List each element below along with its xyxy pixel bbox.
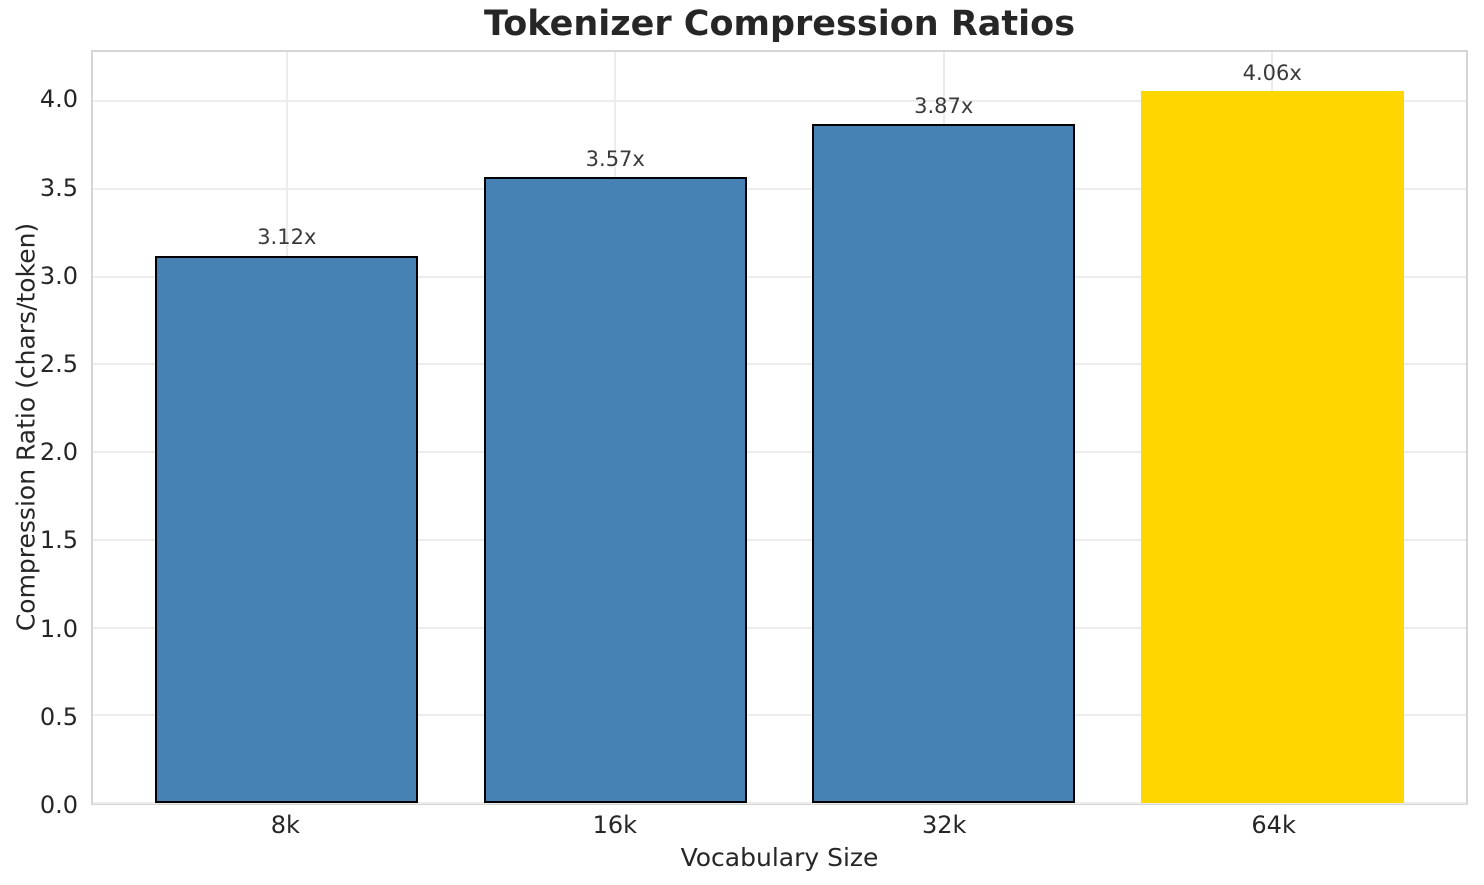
bar-value-label: 4.06x xyxy=(1242,60,1302,85)
h-gridline xyxy=(93,363,1466,366)
y-tick-label: 2.0 xyxy=(39,437,78,466)
bar-32k xyxy=(812,123,1076,803)
y-tick-label: 0.5 xyxy=(39,702,78,731)
y-tick-label: 3.5 xyxy=(39,173,78,202)
plot-area: 3.12x 3.57x 3.87x 4.06x xyxy=(91,50,1468,805)
bar-64k xyxy=(1140,90,1404,803)
bar-8k xyxy=(155,255,419,803)
y-tick-label: 0.0 xyxy=(39,790,78,819)
h-gridline xyxy=(93,802,1466,804)
bar-value-label: 3.87x xyxy=(914,93,974,118)
x-tick-label: 8k xyxy=(270,811,300,839)
y-tick-label: 2.5 xyxy=(39,349,78,378)
chart-title: Tokenizer Compression Ratios xyxy=(483,4,1076,44)
x-tick-label: 64k xyxy=(1251,811,1296,839)
h-gridline xyxy=(93,100,1466,103)
x-tick-label: 16k xyxy=(592,811,637,839)
h-gridline xyxy=(93,626,1466,629)
x-axis-label: Vocabulary Size xyxy=(680,843,879,872)
bar-16k xyxy=(483,176,747,803)
y-tick-label: 3.0 xyxy=(39,261,78,290)
bar-value-label: 3.12x xyxy=(257,225,317,250)
h-gridline xyxy=(93,451,1466,454)
y-tick-label: 1.0 xyxy=(39,614,78,643)
h-gridline xyxy=(93,275,1466,278)
h-gridline xyxy=(93,538,1466,541)
bar-value-label: 3.57x xyxy=(585,146,645,171)
y-tick-label: 1.5 xyxy=(39,526,78,555)
h-gridline xyxy=(93,714,1466,717)
y-tick-label: 4.0 xyxy=(39,85,78,114)
x-tick-label: 32k xyxy=(921,811,967,839)
h-gridline xyxy=(93,187,1466,190)
